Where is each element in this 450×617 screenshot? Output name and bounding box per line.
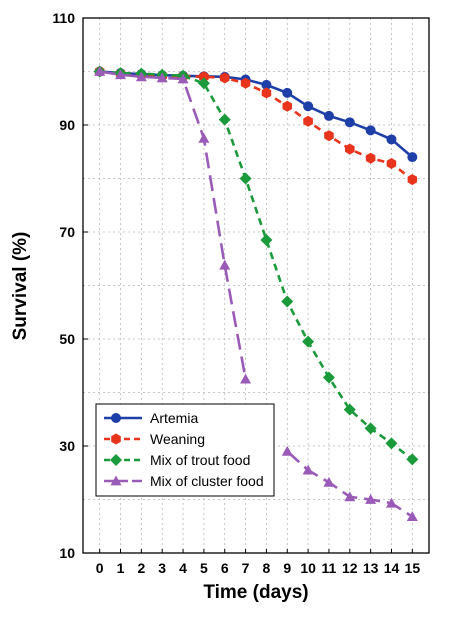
data-point — [364, 422, 377, 435]
data-point — [197, 77, 210, 90]
y-tick-label: 90 — [59, 117, 75, 133]
x-tick-label: 0 — [96, 560, 104, 576]
x-tick-label: 4 — [179, 560, 187, 576]
data-point — [239, 172, 252, 185]
x-tick-label: 10 — [300, 560, 316, 576]
data-point — [177, 73, 189, 84]
legend-marker — [110, 454, 122, 466]
data-point — [282, 100, 292, 112]
x-tick-label: 15 — [405, 560, 421, 576]
x-tick-label: 13 — [363, 560, 379, 576]
data-point — [199, 71, 209, 83]
series-layer — [93, 65, 419, 522]
data-point — [302, 335, 315, 348]
x-tick-label: 9 — [283, 560, 291, 576]
data-point — [322, 371, 335, 384]
data-point — [135, 71, 147, 82]
x-tick-label: 1 — [117, 560, 125, 576]
y-tick-label: 110 — [52, 10, 75, 26]
legend-label: Mix of trout food — [150, 452, 250, 468]
data-point — [219, 259, 231, 270]
data-point — [406, 453, 419, 466]
data-point — [302, 464, 314, 475]
data-point — [261, 87, 272, 99]
data-point — [344, 491, 356, 502]
data-point — [303, 101, 314, 112]
y-tick-label: 30 — [59, 438, 75, 454]
legend-box — [95, 403, 275, 497]
y-axis-title: Survival (%) — [10, 232, 31, 341]
x-tick-label: 11 — [322, 560, 337, 576]
data-point — [365, 152, 376, 164]
data-point — [345, 143, 355, 155]
legend-marker — [111, 433, 121, 445]
data-point — [198, 132, 210, 143]
x-tick-label: 3 — [158, 560, 166, 576]
legend-label: Artemia — [150, 410, 198, 426]
x-tick-label: 12 — [342, 560, 358, 576]
data-point — [365, 125, 376, 136]
legend-label: Mix of cluster food — [150, 473, 264, 489]
data-point — [343, 403, 356, 416]
y-tick-label: 50 — [59, 331, 75, 347]
y-tick-label: 10 — [59, 545, 75, 561]
data-point — [282, 87, 293, 98]
x-tick-label: 6 — [221, 560, 229, 576]
data-point — [323, 476, 335, 487]
x-tick-label: 2 — [137, 560, 145, 576]
data-point — [407, 174, 418, 186]
legend-marker — [111, 413, 121, 423]
data-point — [324, 130, 334, 142]
data-point — [303, 115, 313, 127]
data-point — [344, 117, 355, 128]
x-tick-label: 14 — [384, 560, 400, 576]
data-point — [220, 72, 230, 84]
data-point — [261, 79, 272, 90]
data-point — [94, 66, 106, 76]
data-point — [406, 511, 418, 522]
x-tick-label: 8 — [263, 560, 271, 576]
data-point — [386, 134, 397, 145]
y-tick-label: 70 — [59, 224, 75, 240]
data-point — [386, 158, 397, 169]
legend: Artemia Weaning Mix of trout food Mix of cl… — [95, 403, 275, 497]
data-point — [385, 497, 397, 508]
data-point — [407, 152, 418, 163]
x-tick-label: 7 — [242, 560, 250, 576]
x-tick-label: 5 — [200, 560, 208, 576]
data-point — [281, 445, 293, 456]
data-point — [260, 234, 273, 247]
plot-frame — [82, 17, 430, 554]
series-mix-of-trout-food — [93, 65, 419, 466]
series-mix-of-cluster-food — [94, 66, 418, 522]
legend-label: Weaning — [150, 431, 205, 447]
legend-marker — [110, 475, 122, 486]
data-point — [365, 494, 377, 504]
data-point — [281, 295, 294, 308]
data-point — [240, 77, 251, 89]
series-line — [99, 70, 247, 380]
data-point — [156, 72, 168, 83]
x-axis-title: Time (days) — [203, 582, 308, 603]
data-point — [115, 69, 127, 80]
data-point — [218, 113, 231, 126]
data-point — [323, 110, 334, 121]
data-point — [385, 437, 398, 450]
data-point — [240, 373, 252, 384]
series-line — [99, 70, 414, 461]
